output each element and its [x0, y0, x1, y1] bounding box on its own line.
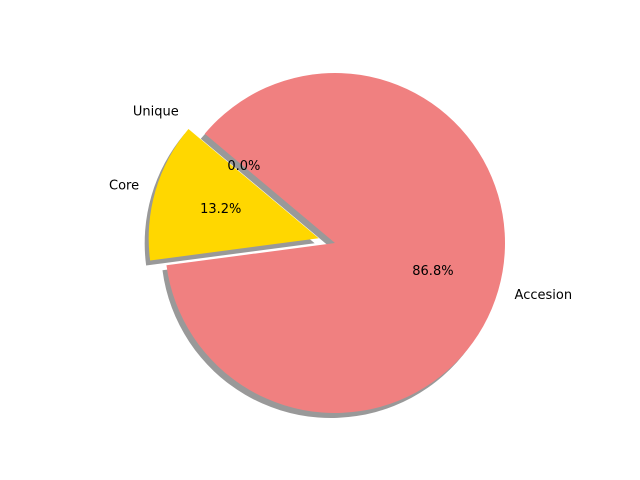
slice-core [148, 128, 319, 261]
slice-label-accesion: Accesion [515, 288, 573, 303]
slice-label-core: Core [109, 178, 139, 193]
slice-pct-unique: 0.0% [227, 159, 260, 174]
slice-label-unique: Unique [133, 104, 179, 119]
slices [148, 73, 505, 414]
slice-pct-core: 13.2% [200, 202, 241, 217]
slice-pct-accesion: 86.8% [412, 264, 453, 279]
slice-accesion [166, 73, 505, 414]
slice-labels: Core 13.2% Accesion 86.8% Unique 0.0% [109, 104, 572, 302]
